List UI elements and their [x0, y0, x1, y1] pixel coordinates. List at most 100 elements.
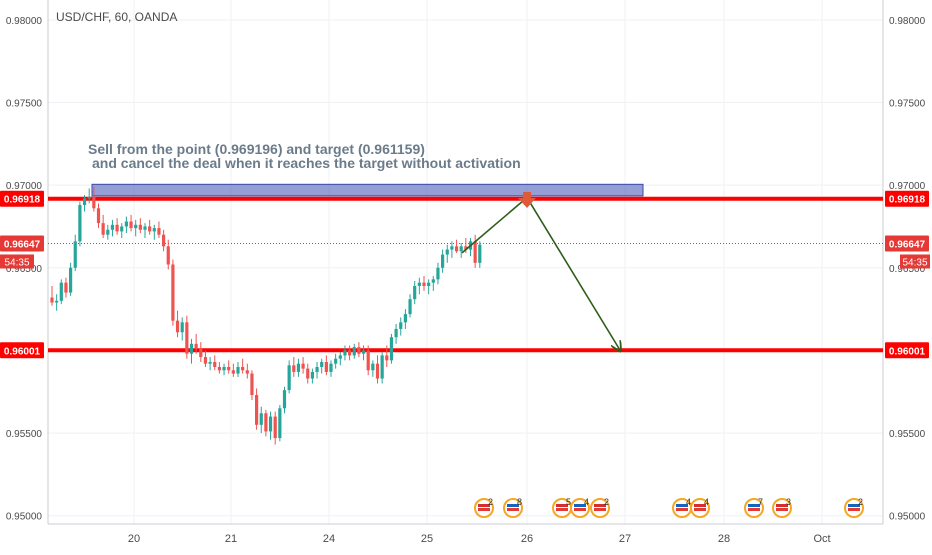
- event-flag-icon[interactable]: 4: [690, 497, 710, 518]
- candle-body: [180, 322, 184, 333]
- candle-body: [106, 229, 110, 235]
- event-flag-icon[interactable]: 8: [503, 497, 523, 518]
- event-flag-icon[interactable]: 2: [590, 497, 610, 518]
- event-flag-stripe: [694, 504, 706, 507]
- countdown-tag-bg: [0, 254, 34, 269]
- candle-body: [120, 226, 124, 232]
- down-arrow-icon: [518, 192, 536, 208]
- candle-body: [306, 368, 310, 379]
- event-flag-stripe: [676, 504, 688, 507]
- candle-body: [152, 228, 156, 232]
- price-tag-current: 0.96647: [889, 239, 926, 250]
- candle-body: [427, 282, 431, 286]
- event-flag-icon[interactable]: 2: [844, 497, 864, 518]
- event-flag-stripe: [507, 504, 519, 507]
- candle-body: [441, 254, 445, 268]
- price-tag-upper: 0.96918: [4, 195, 41, 206]
- y-tick-label: 0.95500: [889, 429, 926, 440]
- event-flag-icon[interactable]: 7: [744, 497, 764, 518]
- candle-body: [445, 249, 449, 255]
- y-tick-label: 0.97000: [6, 181, 43, 192]
- candle-body: [473, 241, 477, 263]
- price-tags: 0.96918 0.96001 0.96647 0.96918 0.96001 0.966…: [0, 190, 930, 359]
- event-flag-stripe: [848, 508, 860, 511]
- projection-arrows[interactable]: [461, 196, 620, 351]
- candle-body: [138, 224, 142, 230]
- countdown-tag-bg: [900, 254, 930, 269]
- candle-body: [92, 196, 96, 209]
- candle-body: [236, 366, 240, 374]
- event-count: 4: [686, 497, 691, 507]
- event-flag-stripe: [594, 508, 606, 511]
- candle-body: [268, 416, 273, 432]
- price-tag-lower-bg: [885, 342, 929, 359]
- event-flag-stripe: [694, 508, 706, 511]
- candle-body: [361, 350, 366, 354]
- candle-body: [334, 358, 338, 364]
- candle-body: [189, 343, 194, 354]
- candles[interactable]: [50, 186, 482, 445]
- candle-body: [431, 279, 435, 283]
- sell-zone-rect: [91, 183, 644, 197]
- event-flag-icon[interactable]: 3: [772, 497, 792, 518]
- candle-body: [59, 282, 63, 301]
- price-tag-lower: 0.96001: [4, 346, 41, 357]
- arrow-down-leg: [526, 197, 620, 351]
- candle-body: [436, 267, 440, 280]
- price-tag-current-bg: [885, 235, 929, 252]
- candle-body: [241, 366, 245, 371]
- candle-body: [213, 362, 217, 367]
- candle-body: [250, 373, 254, 396]
- x-tick-label: 25: [421, 533, 433, 545]
- candle-body: [450, 246, 454, 250]
- sell-zone[interactable]: [91, 183, 644, 197]
- event-flag-icon[interactable]: 2: [474, 497, 494, 518]
- candle-body: [203, 357, 208, 364]
- event-flag-icon[interactable]: 5: [552, 497, 572, 518]
- candle-body: [417, 282, 421, 286]
- event-flag-icon[interactable]: 4: [672, 497, 692, 518]
- candle-body: [148, 226, 152, 232]
- candle-body: [348, 350, 352, 356]
- countdown-tag: 54:35: [902, 257, 927, 268]
- candle-body: [310, 371, 314, 379]
- candle-body: [282, 390, 287, 409]
- candle-body: [375, 363, 380, 379]
- candle-body: [245, 370, 249, 374]
- candle-body: [315, 366, 319, 372]
- event-flag-stripe: [574, 508, 586, 511]
- candle-body: [357, 347, 361, 354]
- event-count: 8: [517, 497, 522, 507]
- candle-body: [73, 241, 77, 268]
- candle-body: [129, 221, 133, 229]
- down-marker[interactable]: [518, 192, 536, 208]
- candle-body: [101, 223, 105, 235]
- candle-body: [273, 416, 277, 439]
- event-flag-stripe: [676, 508, 688, 511]
- x-tick-label: 27: [619, 533, 631, 545]
- x-tick-label: 20: [128, 533, 140, 545]
- y-tick-label: 0.97000: [889, 181, 926, 192]
- event-flag-stripe: [478, 508, 490, 511]
- event-count: 2: [604, 497, 609, 507]
- candle-body: [464, 246, 468, 250]
- candle-body: [408, 299, 412, 315]
- candle-body: [413, 285, 417, 300]
- event-flag-stripe: [556, 504, 568, 507]
- economic-events[interactable]: 2 8 5 4 2 4 4 7 3 2: [474, 497, 864, 518]
- x-axis: 20 21 24 25 26 27 28 Oct: [128, 533, 831, 545]
- candle-body: [96, 208, 101, 224]
- y-axis-left: 0.980000.975000.970000.965000.960000.955…: [6, 16, 43, 523]
- candle-body: [194, 343, 198, 349]
- event-flag-stripe: [478, 504, 490, 507]
- x-tick-label: 28: [718, 533, 730, 545]
- price-tag-current: 0.96647: [4, 239, 41, 250]
- event-flag-stripe: [594, 504, 606, 507]
- event-flag-icon[interactable]: 4: [570, 497, 590, 518]
- event-flag-stripe: [848, 504, 860, 507]
- candle-body: [403, 314, 407, 323]
- event-count: 2: [858, 497, 863, 507]
- candle-body: [231, 370, 235, 374]
